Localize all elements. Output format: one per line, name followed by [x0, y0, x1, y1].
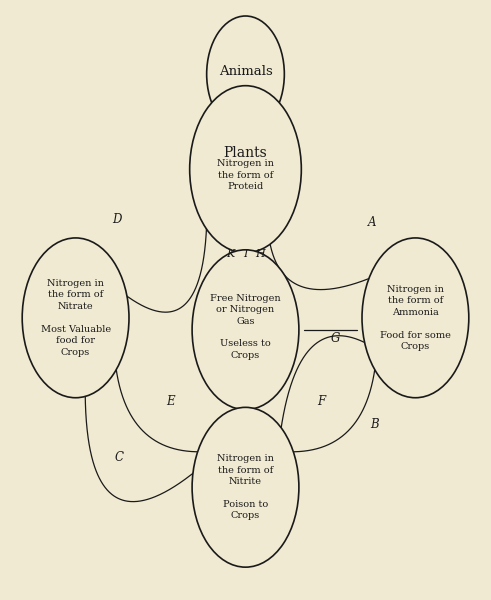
Text: F: F [317, 395, 325, 407]
Text: Nitrogen in
the form of
Ammonia

Food for some
Crops: Nitrogen in the form of Ammonia Food for… [380, 285, 451, 351]
Text: D: D [112, 213, 122, 226]
Text: Nitrogen in
the form of
Proteid: Nitrogen in the form of Proteid [217, 159, 274, 191]
Text: H: H [255, 249, 265, 259]
Text: I: I [244, 249, 247, 259]
Ellipse shape [362, 238, 469, 398]
Text: Nitrogen in
the form of
Nitrite

Poison to
Crops: Nitrogen in the form of Nitrite Poison t… [217, 454, 274, 520]
Text: C: C [115, 451, 124, 464]
Text: Free Nitrogen
or Nitrogen
Gas

Useless to
Crops: Free Nitrogen or Nitrogen Gas Useless to… [210, 293, 281, 360]
Text: Plants: Plants [223, 146, 268, 160]
Ellipse shape [192, 250, 299, 410]
Ellipse shape [22, 238, 129, 398]
Text: E: E [166, 395, 175, 407]
Text: Animals: Animals [218, 65, 273, 77]
Text: K: K [226, 249, 234, 259]
Text: G: G [330, 332, 340, 345]
Text: B: B [370, 418, 379, 431]
Text: Nitrogen in
the form of
Nitrate

Most Valuable
food for
Crops: Nitrogen in the form of Nitrate Most Val… [41, 279, 110, 356]
Ellipse shape [190, 86, 301, 253]
Ellipse shape [192, 407, 299, 567]
Text: A: A [367, 216, 376, 229]
Ellipse shape [207, 16, 284, 132]
